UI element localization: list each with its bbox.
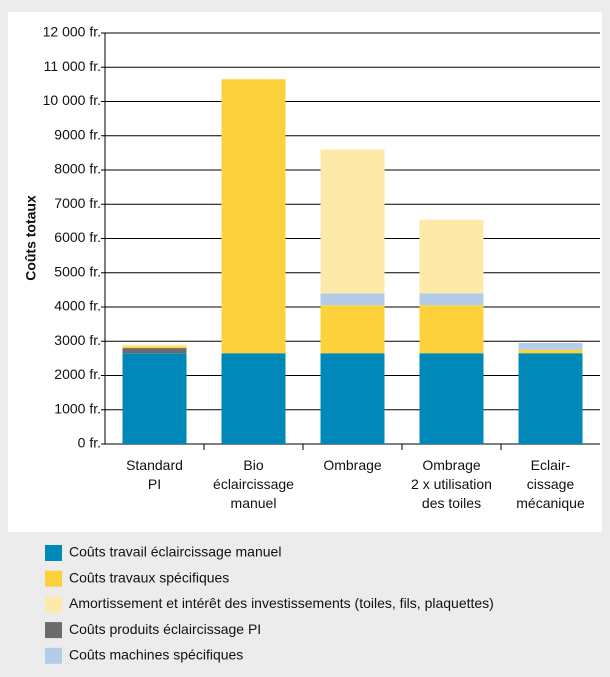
y-tick-label: 5000 fr. [54, 263, 101, 279]
x-tick-label-line: mécanique [516, 495, 585, 511]
x-tick-label-line: manuel [231, 495, 277, 511]
x-tick-label-line: Ombrage [422, 457, 481, 473]
bar-segment [122, 348, 187, 354]
x-tick-label-line: Standard [126, 457, 183, 473]
x-tick-label-line: Ombrage [323, 457, 382, 473]
bar-segment [518, 353, 583, 444]
y-tick-label: 8000 fr. [54, 161, 101, 177]
y-axis-title: Coûts totaux [23, 195, 39, 281]
x-tick-label-line: Bio [243, 457, 263, 473]
y-tick-label: 2000 fr. [54, 366, 101, 382]
x-tick-label: Ombrage 2 x utilisation des toiles [411, 457, 492, 511]
y-tick-label: 6000 fr. [54, 229, 101, 245]
y-tick-label: 9000 fr. [54, 126, 101, 142]
bar-segment [320, 149, 385, 294]
x-tick-label: Standard PI [126, 457, 183, 492]
legend-swatch [45, 596, 62, 613]
bar-segment [320, 293, 385, 306]
legend-label: Coûts machines spécifiques [69, 647, 243, 663]
x-tick-label: Eclair-cissage mécanique [516, 457, 585, 511]
bar-segment [122, 353, 187, 444]
x-tick-label: Ombrage [323, 457, 382, 473]
bar-segment [419, 219, 484, 294]
bar-segment [518, 349, 583, 354]
legend-swatch [45, 647, 62, 664]
x-tick-label-line: éclaircissage [213, 476, 294, 492]
legend-swatch [45, 570, 62, 587]
y-tick-label: 1000 fr. [54, 400, 101, 416]
bar-segment [419, 353, 484, 444]
y-tick-label: 0 fr. [78, 435, 101, 451]
plot-panel [8, 12, 602, 532]
y-tick-label: 11 000 fr. [44, 58, 101, 74]
y-tick-label: 3000 fr. [54, 332, 101, 348]
legend-label: Coûts travail éclaircissage manuel [69, 544, 281, 560]
legend-label: Coûts travaux spécifiques [69, 569, 229, 585]
bar-segment [122, 344, 187, 347]
x-tick-label-line: des toiles [422, 495, 481, 511]
y-tick-label: 4000 fr. [54, 298, 101, 314]
x-tick-label-line: cissage [527, 476, 575, 492]
x-tick-label-line: PI [148, 476, 161, 492]
y-tick-label: 12 000 fr. [43, 24, 101, 40]
bar-segment [419, 305, 484, 354]
bar-segment [221, 79, 286, 354]
legend-label: Coûts produits éclaircissage PI [69, 621, 261, 637]
bar-segment [122, 346, 187, 349]
x-tick-label-line: 2 x utilisation [411, 476, 492, 492]
bar-segment [419, 293, 484, 306]
bar-segment [320, 353, 385, 444]
x-tick-label: Bio éclaircissage manuel [213, 457, 294, 511]
legend-label: Amortissement et intérêt des investissem… [69, 595, 494, 611]
y-tick-label: 7000 fr. [54, 195, 101, 211]
bar-segment [320, 305, 385, 354]
x-tick-label-line: Eclair- [531, 457, 571, 473]
y-tick-label: 10 000 fr. [43, 92, 101, 108]
bar-segment [518, 342, 583, 350]
legend-swatch [45, 622, 62, 639]
bar-segment [221, 353, 286, 444]
legend-swatch [45, 545, 62, 561]
